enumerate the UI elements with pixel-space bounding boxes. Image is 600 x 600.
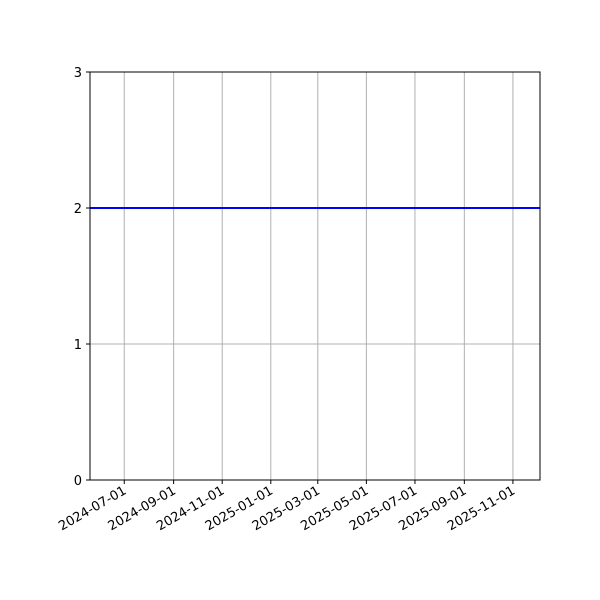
y-tick-label: 1	[74, 338, 82, 353]
axes-frame	[89, 71, 541, 481]
y-tick-label: 3	[74, 66, 82, 81]
y-tick-label: 0	[74, 474, 82, 489]
y-axis: 0 1 2 3	[74, 66, 90, 489]
y-tick-label: 2	[74, 202, 82, 217]
